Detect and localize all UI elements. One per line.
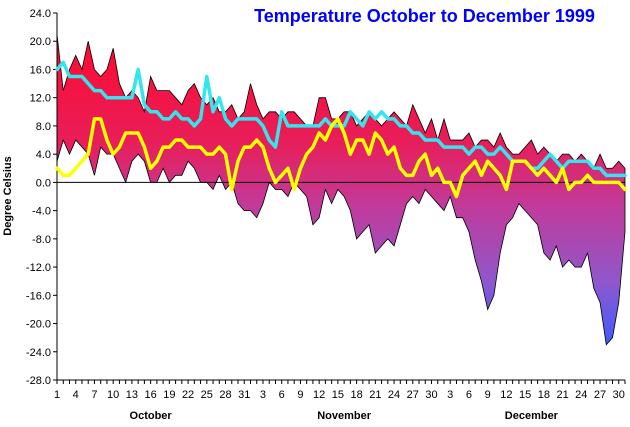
x-tick-label: 25	[201, 389, 213, 401]
y-axis-label: Degree Celsius	[2, 156, 14, 236]
y-tick-label: -20.0	[26, 319, 51, 331]
y-tick-label: 8.0	[36, 121, 51, 133]
x-tick-label: 24	[388, 389, 400, 401]
x-tick-label: 16	[145, 389, 157, 401]
x-tick-label: 15	[332, 389, 344, 401]
x-tick-label: 30	[613, 389, 625, 401]
x-tick-label: 12	[500, 389, 512, 401]
x-tick-label: 4	[73, 389, 79, 401]
x-tick-label: 24	[575, 389, 587, 401]
y-tick-label: 20.0	[30, 36, 51, 48]
month-label: October	[130, 410, 173, 422]
x-tick-label: 6	[466, 389, 472, 401]
x-tick-label: 9	[297, 389, 303, 401]
x-tick-label: 18	[538, 389, 550, 401]
x-tick-label: 3	[447, 389, 453, 401]
y-tick-label: -24.0	[26, 347, 51, 359]
x-tick-label: 12	[313, 389, 325, 401]
temperature-range-band	[56, 34, 626, 346]
x-tick-label: 30	[425, 389, 437, 401]
y-tick-label: -16.0	[26, 290, 51, 302]
series-lines-layer	[55, 60, 627, 199]
x-tick-label: 1	[54, 389, 60, 401]
x-tick-label: 15	[519, 389, 531, 401]
tick-labels-layer: 24.0 20.0 16.0 12.0 8.0 4.0 0.0 -4.0 -8.0 -12.0 -1…	[26, 8, 625, 422]
x-tick-label: 6	[279, 389, 285, 401]
y-tick-label: -8.0	[32, 234, 51, 246]
axes	[53, 12, 626, 384]
x-tick-label: 9	[485, 389, 491, 401]
x-tick-label: 7	[91, 389, 97, 401]
x-tick-label: 22	[182, 389, 194, 401]
x-tick-label: 27	[594, 389, 606, 401]
x-tick-label: 31	[238, 389, 250, 401]
y-tick-label: -28.0	[26, 375, 51, 387]
y-tick-label: 24.0	[30, 8, 51, 20]
x-tick-label: 28	[219, 389, 231, 401]
x-tick-label: 21	[556, 389, 568, 401]
y-tick-label: -4.0	[32, 206, 51, 218]
series-line-yellow	[55, 117, 627, 199]
x-tick-label: 27	[407, 389, 419, 401]
x-tick-label: 19	[163, 389, 175, 401]
x-tick-label: 21	[369, 389, 381, 401]
temperature-range-band-layer	[56, 34, 626, 346]
chart-title-box: Temperature October to December 1999	[233, 4, 616, 28]
x-tick-label: 13	[126, 389, 138, 401]
y-tick-label: 16.0	[30, 64, 51, 76]
month-label: November	[317, 410, 372, 422]
y-tick-label: 4.0	[36, 149, 51, 161]
x-tick-label: 10	[107, 389, 119, 401]
x-tick-label: 3	[260, 389, 266, 401]
month-label: December	[505, 410, 559, 422]
y-tick-label: 12.0	[30, 93, 51, 105]
x-tick-label: 18	[350, 389, 362, 401]
y-tick-label: 0.0	[36, 177, 51, 189]
y-tick-label: -12.0	[26, 262, 51, 274]
chart-title: Temperature October to December 1999	[254, 6, 595, 26]
